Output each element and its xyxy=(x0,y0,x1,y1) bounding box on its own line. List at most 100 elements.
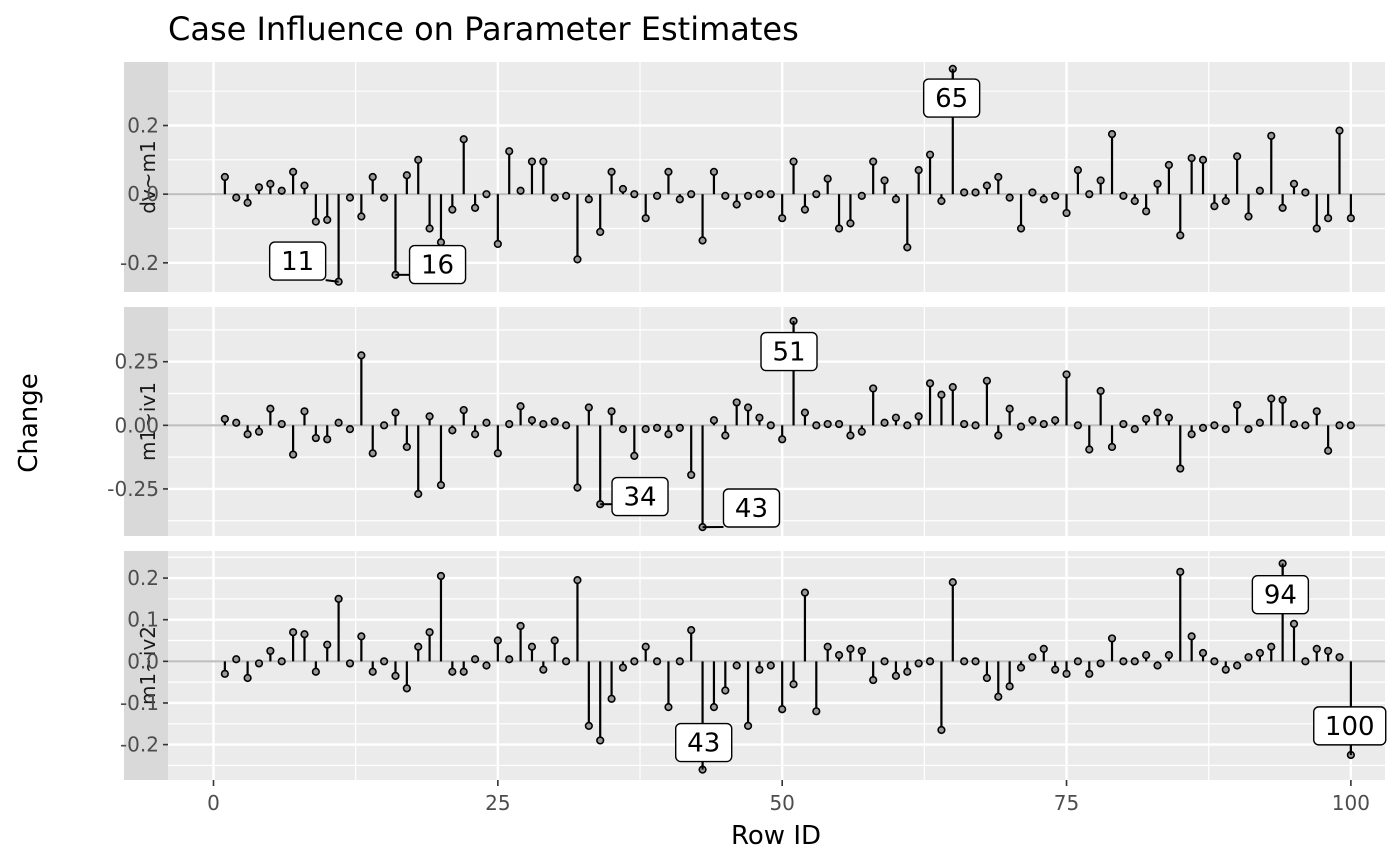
point-65 xyxy=(948,383,957,392)
point-40 xyxy=(664,430,673,439)
point-71 xyxy=(1016,224,1026,233)
point-79 xyxy=(1107,442,1117,452)
point-54 xyxy=(823,174,832,183)
point-41 xyxy=(675,423,684,432)
point-33 xyxy=(584,721,593,730)
point-76 xyxy=(1073,657,1083,666)
point-47 xyxy=(743,191,753,200)
point-98 xyxy=(1324,214,1333,223)
point-6 xyxy=(277,186,286,195)
point-30 xyxy=(550,193,559,202)
point-33 xyxy=(584,195,593,204)
point-92 xyxy=(1255,186,1264,195)
point-5 xyxy=(266,179,275,188)
panel-strip xyxy=(124,307,168,536)
point-63 xyxy=(925,150,935,159)
point-83 xyxy=(1153,661,1162,670)
point-87 xyxy=(1198,648,1208,658)
point-15 xyxy=(380,421,389,430)
point-57 xyxy=(857,646,866,656)
point-82 xyxy=(1142,414,1151,424)
point-29 xyxy=(539,665,548,674)
point-48 xyxy=(755,413,764,422)
point-23 xyxy=(470,655,480,664)
point-40 xyxy=(664,703,673,712)
point-61 xyxy=(903,243,912,252)
point-39 xyxy=(652,191,662,200)
point-4 xyxy=(254,659,264,668)
point-88 xyxy=(1210,202,1219,211)
point-58 xyxy=(869,157,878,166)
point-21 xyxy=(448,426,457,435)
point-32 xyxy=(573,255,582,264)
point-75 xyxy=(1062,669,1071,678)
point-14 xyxy=(368,449,377,458)
point-31 xyxy=(561,191,571,200)
point-96 xyxy=(1301,188,1310,197)
point-90 xyxy=(1233,400,1242,410)
point-47 xyxy=(743,721,753,730)
point-3 xyxy=(243,673,252,683)
point-61 xyxy=(903,421,912,430)
point-58 xyxy=(869,675,878,685)
point-85 xyxy=(1176,567,1185,576)
point-31 xyxy=(561,657,571,666)
point-88 xyxy=(1210,657,1219,666)
point-13 xyxy=(357,632,366,641)
point-38 xyxy=(641,425,650,434)
point-77 xyxy=(1085,190,1094,199)
point-43 xyxy=(698,236,707,245)
point-89 xyxy=(1221,665,1230,674)
point-26 xyxy=(505,419,514,429)
chart-title: Case Influence on Parameter Estimates xyxy=(168,10,799,48)
point-40 xyxy=(664,167,673,176)
point-74 xyxy=(1051,665,1060,674)
point-68 xyxy=(982,181,992,190)
point-78 xyxy=(1096,659,1105,668)
point-42 xyxy=(687,470,696,480)
point-90 xyxy=(1233,152,1242,161)
point-84 xyxy=(1164,650,1173,660)
y-tick-label: 0.2 xyxy=(127,566,159,590)
point-39 xyxy=(652,657,662,666)
point-26 xyxy=(505,147,514,156)
point-32 xyxy=(573,483,582,492)
point-41 xyxy=(675,657,684,666)
point-36 xyxy=(618,184,628,194)
point-17 xyxy=(402,684,411,693)
point-label-box xyxy=(1251,575,1310,615)
point-92 xyxy=(1255,648,1264,658)
x-axis-title: Row ID xyxy=(731,821,821,851)
point-22 xyxy=(459,135,468,144)
point-52 xyxy=(800,408,810,417)
point-97 xyxy=(1312,224,1321,233)
point-44 xyxy=(709,416,719,425)
point-8 xyxy=(300,181,309,190)
point-48 xyxy=(755,665,764,674)
point-49 xyxy=(766,190,775,199)
point-34 xyxy=(596,227,605,237)
point-3 xyxy=(243,430,252,439)
label-leader xyxy=(325,279,339,283)
point-6 xyxy=(277,657,286,666)
point-77 xyxy=(1085,445,1094,454)
point-78 xyxy=(1096,386,1105,396)
point-44 xyxy=(709,703,719,712)
point-label-box xyxy=(722,488,781,528)
y-tick-label: 0.1 xyxy=(127,608,159,632)
point-85 xyxy=(1176,464,1185,473)
point-55 xyxy=(834,419,844,429)
panel-background xyxy=(168,551,1385,780)
point-19 xyxy=(425,224,434,233)
point-63 xyxy=(925,379,935,388)
point-73 xyxy=(1039,195,1048,204)
point-24 xyxy=(482,190,491,199)
point-42 xyxy=(687,190,696,199)
point-70 xyxy=(1005,193,1014,202)
point-1 xyxy=(220,414,229,424)
point-25 xyxy=(493,449,502,458)
point-29 xyxy=(539,419,548,429)
point-9 xyxy=(311,433,320,443)
point-53 xyxy=(812,190,821,199)
point-label-box xyxy=(1313,706,1387,746)
